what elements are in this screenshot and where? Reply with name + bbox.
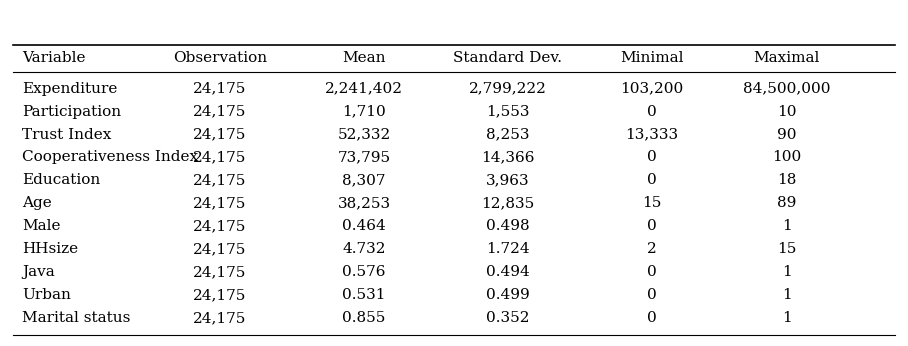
Text: 2: 2 <box>647 242 656 256</box>
Text: 24,175: 24,175 <box>193 197 247 210</box>
Text: 0: 0 <box>647 311 656 325</box>
Text: 0: 0 <box>647 219 656 233</box>
Text: Observation: Observation <box>173 51 267 65</box>
Text: 24,175: 24,175 <box>193 265 247 279</box>
Text: Participation: Participation <box>22 104 122 119</box>
Text: 1,553: 1,553 <box>486 104 529 119</box>
Text: 52,332: 52,332 <box>338 128 390 142</box>
Text: 0.499: 0.499 <box>486 288 530 302</box>
Text: 10: 10 <box>777 104 796 119</box>
Text: Trust Index: Trust Index <box>22 128 112 142</box>
Text: Java: Java <box>22 265 54 279</box>
Text: 0.464: 0.464 <box>342 219 386 233</box>
Text: 24,175: 24,175 <box>193 151 247 164</box>
Text: 24,175: 24,175 <box>193 173 247 188</box>
Text: 0: 0 <box>647 288 656 302</box>
Text: 1: 1 <box>782 288 792 302</box>
Text: 84,500,000: 84,500,000 <box>743 82 831 95</box>
Text: 0.576: 0.576 <box>342 265 386 279</box>
Text: Age: Age <box>22 197 52 210</box>
Text: 0: 0 <box>647 104 656 119</box>
Text: Urban: Urban <box>22 288 71 302</box>
Text: 100: 100 <box>772 151 802 164</box>
Text: Variable: Variable <box>22 51 85 65</box>
Text: 0: 0 <box>647 265 656 279</box>
Text: HHsize: HHsize <box>22 242 78 256</box>
Text: 0: 0 <box>647 173 656 188</box>
Text: 0.531: 0.531 <box>342 288 386 302</box>
Text: 24,175: 24,175 <box>193 82 247 95</box>
Text: 1: 1 <box>782 219 792 233</box>
Text: Expenditure: Expenditure <box>22 82 117 95</box>
Text: 1.724: 1.724 <box>486 242 529 256</box>
Text: 15: 15 <box>642 197 662 210</box>
Text: 1,710: 1,710 <box>342 104 386 119</box>
Text: Mean: Mean <box>342 51 386 65</box>
Text: 8,307: 8,307 <box>342 173 386 188</box>
Text: 13,333: 13,333 <box>626 128 678 142</box>
Text: 2,799,222: 2,799,222 <box>469 82 547 95</box>
Text: Marital status: Marital status <box>22 311 131 325</box>
Text: Maximal: Maximal <box>754 51 820 65</box>
Text: 12,835: 12,835 <box>481 197 535 210</box>
Text: Cooperativeness Index: Cooperativeness Index <box>22 151 198 164</box>
Text: 89: 89 <box>777 197 796 210</box>
Text: 24,175: 24,175 <box>193 288 247 302</box>
Text: 24,175: 24,175 <box>193 311 247 325</box>
Text: 0: 0 <box>647 151 656 164</box>
Text: 90: 90 <box>777 128 796 142</box>
Text: 24,175: 24,175 <box>193 219 247 233</box>
Text: 1: 1 <box>782 265 792 279</box>
Text: 0.494: 0.494 <box>486 265 530 279</box>
Text: 2,241,402: 2,241,402 <box>325 82 403 95</box>
Text: Male: Male <box>22 219 61 233</box>
Text: 24,175: 24,175 <box>193 128 247 142</box>
Text: 38,253: 38,253 <box>338 197 390 210</box>
Text: 14,366: 14,366 <box>481 151 535 164</box>
Text: 1: 1 <box>782 311 792 325</box>
Text: 8,253: 8,253 <box>486 128 529 142</box>
Text: Standard Dev.: Standard Dev. <box>453 51 562 65</box>
Text: Minimal: Minimal <box>620 51 684 65</box>
Text: 73,795: 73,795 <box>338 151 390 164</box>
Text: 24,175: 24,175 <box>193 242 247 256</box>
Text: 18: 18 <box>777 173 796 188</box>
Text: 3,963: 3,963 <box>486 173 529 188</box>
Text: 103,200: 103,200 <box>620 82 684 95</box>
Text: 4.732: 4.732 <box>342 242 386 256</box>
Text: 15: 15 <box>777 242 796 256</box>
Text: Education: Education <box>22 173 101 188</box>
Text: 24,175: 24,175 <box>193 104 247 119</box>
Text: 0.352: 0.352 <box>486 311 529 325</box>
Text: 0.498: 0.498 <box>486 219 529 233</box>
Text: 0.855: 0.855 <box>342 311 386 325</box>
